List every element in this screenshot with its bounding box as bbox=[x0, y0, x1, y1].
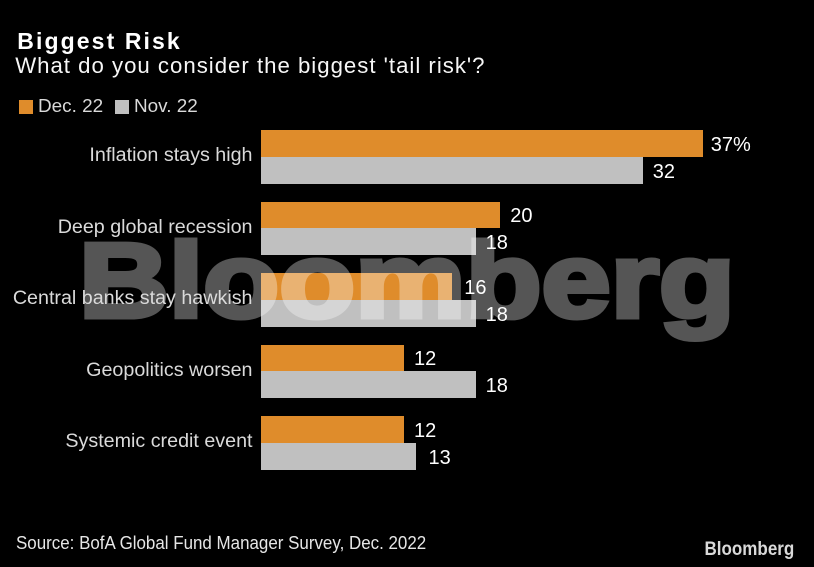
svg-text:Bloomberg: Bloomberg bbox=[79, 223, 735, 340]
